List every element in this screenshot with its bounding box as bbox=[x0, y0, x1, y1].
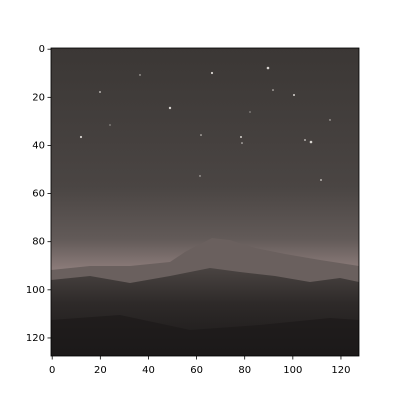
x-tick-label: 60 bbox=[190, 365, 203, 376]
y-tick-label: 80 bbox=[32, 237, 45, 248]
foreground-shadow bbox=[51, 315, 359, 356]
y-tick-label: 40 bbox=[32, 140, 45, 151]
y-tick-label: 20 bbox=[32, 92, 45, 103]
y-tick-label: 100 bbox=[26, 285, 45, 296]
y-tick-label: 120 bbox=[26, 333, 45, 344]
x-tick-label: 40 bbox=[142, 365, 155, 376]
x-tick-label: 0 bbox=[49, 365, 55, 376]
axes-frame bbox=[50, 47, 360, 357]
x-tick-label: 100 bbox=[283, 365, 302, 376]
y-tick-label: 0 bbox=[39, 44, 45, 55]
y-tick-label: 60 bbox=[32, 189, 45, 200]
image bbox=[51, 48, 359, 356]
x-tick-label: 20 bbox=[94, 365, 107, 376]
stars bbox=[79, 66, 331, 181]
x-tick-label: 120 bbox=[331, 365, 350, 376]
x-tick-label: 80 bbox=[238, 365, 251, 376]
